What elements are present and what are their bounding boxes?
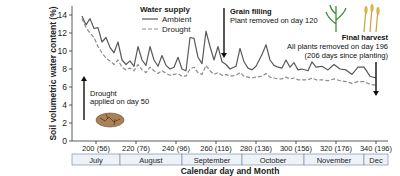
legend-label: Ambient xyxy=(162,15,192,24)
annotations: Drought applied on day 50 Grain fillingPla… xyxy=(81,4,388,127)
y-axis-title: Soil volumetric water content (%) xyxy=(48,6,58,140)
icon-ripe-plant xyxy=(364,4,380,32)
y-tick-label: 6 xyxy=(62,82,67,92)
month-label: Dec xyxy=(369,156,383,165)
x-tick-label: 300 (156) xyxy=(280,144,313,153)
arrow xyxy=(221,8,227,58)
page: {"chart_data": { "type": "line", "x_labe… xyxy=(0,0,400,176)
y-tick xyxy=(69,141,72,142)
icon-dry-soil xyxy=(96,113,124,127)
y-tick-label: 0 xyxy=(62,136,67,146)
y-axis-line xyxy=(72,6,73,141)
annotation-text: All plants removed on day 196 xyxy=(287,42,388,51)
legend-swatch xyxy=(142,18,158,19)
ear xyxy=(370,4,373,12)
arrow xyxy=(373,62,379,96)
arrow-shaft xyxy=(375,62,376,92)
annotation-text: (206 days since planting) xyxy=(305,51,389,60)
month-bands: July August September October November Dec xyxy=(72,154,388,165)
x-tick-label: 220 (76) xyxy=(122,144,150,153)
x-tick-label: 320 (176) xyxy=(320,144,353,153)
month-band xyxy=(182,154,242,165)
legend-label: Drought xyxy=(162,25,191,34)
month-label: November xyxy=(317,156,352,165)
y-tick xyxy=(69,51,72,52)
arrow-shaft xyxy=(83,80,84,120)
annotation-text: Plant removed on day 120 xyxy=(230,16,318,25)
month-label: August xyxy=(139,156,163,165)
x-axis-title: Calendar day and Month xyxy=(181,166,280,176)
legend-swatch xyxy=(142,28,158,29)
icon-plant xyxy=(326,5,346,32)
month-label: October xyxy=(260,156,287,165)
x-tick-label: 340 (196) xyxy=(360,144,393,153)
y-tick-label: 8 xyxy=(62,64,67,74)
legend-title: Water supply xyxy=(140,5,190,14)
x-axis-line xyxy=(72,141,388,142)
month-label: July xyxy=(89,156,103,165)
month-band xyxy=(304,154,364,165)
y-tick xyxy=(69,123,72,124)
annotation-text: Grain filling xyxy=(230,7,272,16)
x-tick-label: 200 (56) xyxy=(82,144,110,153)
y-tick-label: 12 xyxy=(58,28,68,38)
x-tick-label: 240 (96) xyxy=(162,144,190,153)
y-tick xyxy=(69,87,72,88)
month-band xyxy=(120,154,182,165)
legend: Water supplyAmbientDrought xyxy=(140,5,192,34)
soil xyxy=(96,113,124,127)
ear xyxy=(364,6,367,14)
axes: 0 2 4 6 8 10 12 14 200 (56) 220 (76) 240 (96) 260 (… xyxy=(58,6,393,153)
y-tick-label: 14 xyxy=(58,10,68,20)
x-tick-label: 260 (116) xyxy=(200,144,232,153)
arrow xyxy=(81,76,87,120)
month-band xyxy=(242,154,304,165)
arrow-shaft xyxy=(223,8,224,54)
y-tick xyxy=(69,105,72,106)
arrow-head xyxy=(373,91,379,96)
x-tick-label: 280 (136) xyxy=(240,144,273,153)
ear xyxy=(376,7,379,15)
y-tick-label: 10 xyxy=(58,46,68,56)
y-tick xyxy=(69,69,72,70)
arrow-head xyxy=(221,53,227,58)
annotation-text: Final harvest xyxy=(342,33,389,42)
arrow-head xyxy=(81,76,87,81)
y-tick xyxy=(69,15,72,16)
y-tick xyxy=(69,33,72,34)
month-label: September xyxy=(194,156,231,165)
y-tick-label: 4 xyxy=(62,100,67,110)
annotation-text: applied on day 50 xyxy=(90,97,149,106)
month-band xyxy=(72,154,120,165)
month-band xyxy=(364,154,388,165)
y-tick-label: 2 xyxy=(62,118,67,128)
cracks xyxy=(100,114,120,125)
chart: 0 2 4 6 8 10 12 14 200 (56) 220 (76) 240 (96) 260 (… xyxy=(0,0,400,176)
plant xyxy=(326,5,346,32)
